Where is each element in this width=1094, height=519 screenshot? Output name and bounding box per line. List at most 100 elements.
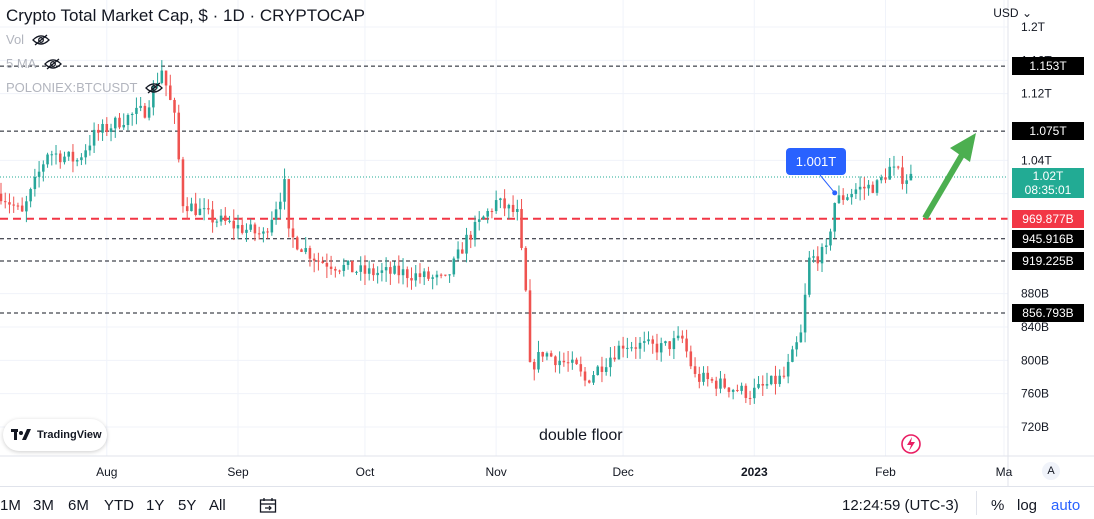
eye-off-icon[interactable]	[44, 58, 63, 70]
candle	[880, 174, 883, 184]
candle	[181, 156, 185, 213]
candle	[46, 152, 49, 168]
candle	[160, 60, 164, 85]
candle	[274, 201, 278, 225]
candle	[101, 119, 104, 141]
y-tick-label: 720B	[1021, 420, 1049, 434]
candle	[58, 150, 62, 169]
candle	[562, 352, 566, 367]
candle	[579, 356, 583, 377]
price-tag[interactable]: 1.153T	[1012, 57, 1084, 76]
auto-toggle[interactable]: auto	[1051, 497, 1081, 514]
candle	[257, 226, 261, 240]
price-chart[interactable]: 1.2T1.16T1.12T1.04T1.00T880B840B800B760B…	[0, 0, 1094, 486]
chart-grid	[0, 0, 1008, 456]
toolbar-divider	[976, 491, 977, 515]
candle	[558, 351, 561, 374]
candle-series	[0, 60, 913, 405]
candle	[609, 347, 612, 377]
log-toggle[interactable]: log	[1017, 497, 1038, 514]
candle	[105, 117, 109, 137]
candle	[393, 261, 396, 275]
candle	[753, 378, 756, 404]
candle	[736, 384, 739, 393]
candle	[367, 260, 371, 281]
time-axis: Aug Sep Oct Nov Dec 2023 Feb Ma	[96, 465, 1013, 479]
candle	[262, 227, 265, 243]
candle	[528, 279, 532, 363]
lightning-icon[interactable]	[900, 433, 922, 455]
candle	[516, 199, 519, 221]
annotation-text[interactable]: double floor	[539, 427, 623, 444]
candle	[575, 357, 578, 365]
candle	[253, 222, 257, 242]
candle	[592, 370, 595, 386]
candle	[435, 270, 439, 286]
candle	[469, 230, 473, 249]
candle	[12, 196, 15, 213]
candle	[659, 337, 663, 362]
price-tag[interactable]: 1.075T	[1012, 122, 1084, 141]
price-tag[interactable]: 919.225B	[1012, 251, 1084, 270]
candle	[20, 197, 24, 213]
candle	[304, 237, 307, 255]
candle	[312, 253, 316, 273]
candle	[317, 252, 320, 271]
candle	[477, 211, 481, 231]
indicator-btcusdt[interactable]: POLONIEX:BTCUSDT	[6, 80, 164, 95]
x-tick-label: Nov	[485, 465, 506, 479]
candle	[909, 164, 913, 181]
candle	[126, 113, 130, 131]
candle	[816, 246, 820, 271]
tradingview-logo[interactable]: TradingView	[3, 419, 107, 451]
range-ytd-button[interactable]: YTD	[104, 497, 134, 514]
currency-selector[interactable]: USD ⌄	[993, 6, 1032, 20]
candle	[63, 151, 66, 165]
last-price-tag[interactable]: 1.02T 08:35:01	[1012, 168, 1084, 198]
range-1m-button[interactable]: 1M	[0, 497, 21, 514]
price-tag[interactable]: 969.877B	[1012, 209, 1084, 228]
range-5y-button[interactable]: 5Y	[178, 497, 197, 514]
range-1y-button[interactable]: 1Y	[146, 497, 165, 514]
candle	[541, 351, 544, 363]
candle	[448, 274, 451, 283]
candle	[427, 266, 430, 282]
candle	[321, 256, 324, 264]
clock-display[interactable]: 12:24:59 (UTC-3)	[842, 497, 959, 514]
range-3m-button[interactable]: 3M	[33, 497, 54, 514]
candle	[266, 227, 269, 239]
price-tag[interactable]: 856.793B	[1012, 304, 1084, 322]
indicator-vol[interactable]: Vol	[6, 32, 50, 47]
candle	[211, 200, 214, 233]
percent-toggle[interactable]: %	[991, 497, 1005, 514]
eye-off-icon[interactable]	[145, 82, 164, 94]
candle	[896, 165, 900, 170]
indicator-ma[interactable]: 5 MA	[6, 56, 63, 71]
candle	[884, 168, 887, 184]
auto-scale-badge[interactable]: A	[1042, 462, 1060, 480]
candle	[228, 215, 231, 224]
x-tick-label: 2023	[741, 465, 768, 479]
price-tag[interactable]: 945.916B	[1012, 229, 1084, 248]
x-tick-label: Oct	[356, 465, 375, 479]
candle	[439, 273, 443, 279]
date-range-icon[interactable]	[259, 497, 277, 513]
candle	[389, 261, 392, 285]
candle	[33, 168, 37, 197]
range-all-button[interactable]: All	[209, 497, 226, 514]
indicator-label: 5 MA	[6, 56, 37, 71]
eye-off-icon[interactable]	[32, 34, 50, 46]
candle	[232, 209, 236, 241]
candle	[139, 97, 142, 112]
candle	[494, 190, 498, 214]
candle	[240, 217, 244, 235]
candle	[71, 144, 75, 173]
candle	[291, 220, 295, 248]
candle	[791, 345, 794, 363]
candle	[554, 355, 557, 373]
candle	[372, 263, 375, 281]
range-6m-button[interactable]: 6M	[68, 497, 89, 514]
candle	[846, 193, 849, 201]
bar-countdown: 08:35:01	[1024, 183, 1072, 197]
price-callout[interactable]: 1.001T	[786, 148, 846, 175]
